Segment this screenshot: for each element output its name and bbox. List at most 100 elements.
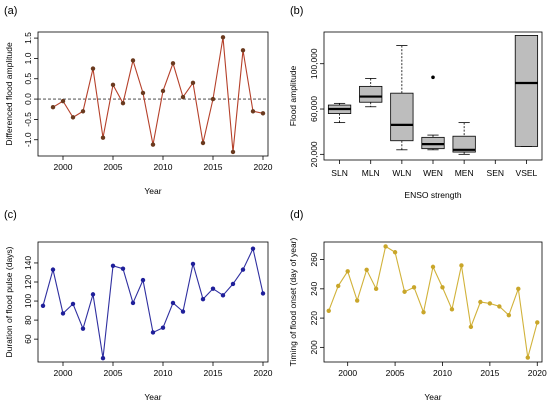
panel-d-xtick-label: 2015 xyxy=(480,368,499,378)
panel-a-data-point xyxy=(240,48,246,53)
panel-d-data-point xyxy=(487,301,493,306)
panel-d-data-point xyxy=(336,283,341,289)
panel-label-b: (b) xyxy=(290,5,303,17)
panel-a-data-point xyxy=(260,111,266,116)
panel-a-data-point xyxy=(100,135,106,140)
panel-d-ytick-label: 260 xyxy=(309,252,319,266)
panel-d-data-point xyxy=(411,285,417,290)
panel-c-series-line xyxy=(42,246,264,359)
panel-c-data-point xyxy=(110,263,116,269)
panel-b-ytick-label: 60,000 xyxy=(309,96,319,122)
panel-b-box-men xyxy=(452,122,476,155)
panel-d-data-point xyxy=(478,299,483,305)
panel-d-data-point xyxy=(506,312,512,318)
panel-a-series-line xyxy=(52,37,264,152)
panel-d-data-point xyxy=(326,308,331,313)
panel-c-data-point xyxy=(90,292,96,297)
panel-b-outlier-point xyxy=(431,75,435,80)
panel-c-data-point xyxy=(170,300,176,306)
panel-c-xtick-label: 2000 xyxy=(54,368,73,378)
panel-a-data-point xyxy=(140,90,146,96)
panel-a-data-point xyxy=(250,109,256,114)
panel-c-data-point xyxy=(80,326,86,331)
panel-d-data-point xyxy=(459,263,464,268)
panel-b-box-sln xyxy=(327,102,352,124)
panel-b-category-label: WLN xyxy=(392,168,411,178)
panel-a-xtick-label: 2010 xyxy=(154,162,173,172)
panel-b-enso-boxplot: SLN MLN WLN WEN MEN SEN VSEL 20,000 60,000 100,00… xyxy=(288,31,543,200)
panel-b-category-label: VSEL xyxy=(516,168,538,178)
panel-c-data-point xyxy=(100,355,106,361)
panel-a-ytick-label: 0.0 xyxy=(23,93,33,105)
panel-d-data-point xyxy=(440,285,445,290)
panel-b-box-iqr xyxy=(421,136,445,150)
panel-a-data-point xyxy=(150,142,156,147)
panel-d-data-point xyxy=(468,324,474,330)
panel-b-ytick-label: 20,000 xyxy=(309,141,319,167)
panel-d-data-point xyxy=(516,286,521,292)
panel-a-data-point xyxy=(180,94,186,100)
panel-c-ytick-label: 60 xyxy=(23,334,33,344)
panel-c-ytick-label: 140 xyxy=(23,256,33,270)
panel-c-data-point xyxy=(200,296,206,302)
panel-c-ytick-label: 120 xyxy=(23,275,33,289)
panel-d-data-point xyxy=(364,267,369,273)
panel-b-ylabel: Flood amplitude xyxy=(288,65,298,126)
panel-b-category-label: SLN xyxy=(331,168,348,178)
panel-d-xtick-label: 2010 xyxy=(433,368,452,378)
panel-a-ytick-label: -0.5 xyxy=(23,112,33,127)
panel-a-xtick-label: 2020 xyxy=(254,162,273,172)
panel-a-data-point xyxy=(80,109,86,114)
panel-c-data-point xyxy=(70,301,76,307)
panel-d-data-point xyxy=(535,320,540,325)
panel-c-data-point xyxy=(50,267,56,272)
panel-d-data-point xyxy=(354,298,360,303)
panel-d-data-point xyxy=(449,307,455,312)
panel-d-xtick-label: 2005 xyxy=(386,368,405,378)
panel-b-category-label: SEN xyxy=(487,168,504,178)
panel-a-data-point xyxy=(50,105,56,110)
panel-d-data-point xyxy=(345,269,350,274)
panel-c-data-point xyxy=(250,246,256,251)
panel-c-xlabel: Year xyxy=(144,392,161,402)
panel-b-box-wln xyxy=(390,45,414,151)
panel-b-category-label: WEN xyxy=(423,168,443,178)
panel-c-data-point xyxy=(40,303,46,309)
panel-b-category-label: MEN xyxy=(455,168,474,178)
panel-c-data-point xyxy=(210,286,216,291)
panel-d-ytick-label: 240 xyxy=(309,281,319,295)
panel-a-data-point xyxy=(190,80,196,86)
panel-c-xtick-label: 2020 xyxy=(254,368,273,378)
panel-a-ytick-label: -1.0 xyxy=(23,132,33,147)
panel-b-box-iqr xyxy=(390,92,414,142)
panel-d-ylabel: Timing of flood onset (day of year) xyxy=(288,238,298,367)
panel-d-ytick-label: 220 xyxy=(309,311,319,325)
panel-d-data-point xyxy=(392,250,398,255)
panel-a-data-point xyxy=(220,35,226,40)
panel-d-data-point xyxy=(373,286,379,292)
panel-c-data-point xyxy=(160,325,166,330)
panel-a-ytick-label: 1.0 xyxy=(23,52,33,64)
panel-c-data-point xyxy=(260,291,266,296)
panel-c-data-point xyxy=(60,311,66,316)
panel-b-box-vsel xyxy=(514,34,539,147)
panel-b-category-label: MLN xyxy=(362,168,380,178)
panel-a-data-point xyxy=(130,58,136,63)
panel-d-data-point xyxy=(525,355,530,360)
panel-c-ytick-label: 100 xyxy=(23,294,33,308)
panel-b-box-iqr xyxy=(452,135,476,153)
panel-a-data-point xyxy=(60,98,66,104)
panel-d-xlabel: Year xyxy=(424,392,441,402)
panel-c-xtick-label: 2015 xyxy=(204,368,223,378)
panel-c-data-point xyxy=(180,309,186,314)
panel-c-data-point xyxy=(190,261,196,267)
panel-c-ytick-label: 80 xyxy=(23,315,33,325)
panel-a-data-point xyxy=(90,66,96,71)
panel-d-timing: 2000 2005 2010 2015 2020 200 220 240 260 Year Ti… xyxy=(288,238,547,402)
panel-d-data-point xyxy=(383,244,388,249)
panel-c-data-point xyxy=(150,330,156,335)
panel-a-ytick-label: 1.5 xyxy=(23,32,33,44)
panel-c-data-point xyxy=(120,266,126,271)
panel-a-xtick-label: 2000 xyxy=(54,162,73,172)
